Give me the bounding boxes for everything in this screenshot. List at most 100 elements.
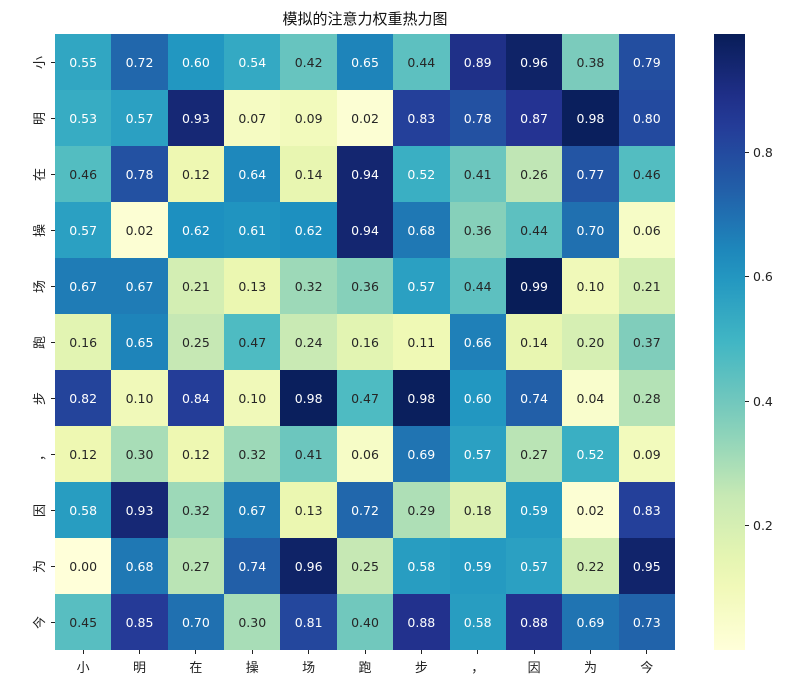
- tick-mark: [51, 397, 55, 399]
- heatmap-cell: 0.77: [562, 146, 619, 202]
- y-tick: 跑: [32, 332, 55, 352]
- heatmap-cell: 0.57: [111, 90, 168, 146]
- heatmap-cell: 0.44: [449, 258, 506, 314]
- heatmap-cell: 0.10: [562, 258, 619, 314]
- x-tick: 今: [627, 650, 667, 676]
- heatmap-cell: 0.73: [618, 594, 675, 650]
- heatmap-cell: 0.83: [393, 90, 450, 146]
- x-tick: 为: [570, 650, 610, 676]
- x-tick-label: 操: [245, 661, 259, 676]
- heatmap-cell: 0.06: [336, 426, 394, 482]
- heatmap-cell: 0.85: [111, 594, 168, 650]
- heatmap-cell: 0.81: [280, 594, 337, 650]
- tick-mark: [51, 285, 55, 287]
- heatmap-cell: 0.00: [55, 538, 112, 594]
- heatmap-cell: 0.11: [393, 314, 450, 370]
- heatmap-cell: 0.45: [55, 594, 112, 650]
- heatmap-cell: 0.70: [167, 594, 225, 650]
- tick-mark: [51, 509, 55, 511]
- colorbar-tick: 0.2: [745, 518, 773, 534]
- heatmap-cell: 0.07: [224, 90, 281, 146]
- heatmap-cell: 0.25: [167, 314, 225, 370]
- heatmap-cell: 0.78: [111, 146, 168, 202]
- heatmap-cell: 0.65: [111, 314, 168, 370]
- x-tick: 小: [63, 650, 103, 676]
- x-tick: 明: [120, 650, 160, 676]
- heatmap-cell: 0.89: [449, 34, 506, 90]
- heatmap-cell: 0.61: [224, 202, 281, 258]
- x-tick: 场: [289, 650, 329, 676]
- tick-mark: [477, 650, 479, 654]
- heatmap-cell: 0.37: [618, 314, 675, 370]
- heatmap-cell: 0.32: [167, 482, 225, 538]
- heatmap-cell: 0.14: [505, 314, 563, 370]
- heatmap-cell: 0.98: [393, 370, 450, 426]
- heatmap-cell: 0.41: [449, 146, 506, 202]
- colorbar-tick: 0.4: [745, 393, 773, 409]
- heatmap-cell: 0.09: [280, 90, 337, 146]
- heatmap-cell: 0.46: [55, 146, 112, 202]
- heatmap-cell: 0.74: [505, 370, 563, 426]
- tick-mark: [745, 151, 749, 153]
- y-tick-label: 操: [32, 223, 48, 237]
- x-tick-label: 明: [133, 661, 147, 676]
- heatmap-cell: 0.95: [618, 538, 675, 594]
- heatmap-cell: 0.10: [111, 370, 168, 426]
- heatmap-cell: 0.96: [280, 538, 337, 594]
- colorbar-tick-label: 0.2: [753, 518, 773, 534]
- tick-mark: [364, 650, 366, 654]
- heatmap-cell: 0.64: [224, 146, 281, 202]
- y-tick: ，: [32, 444, 55, 464]
- tick-mark: [308, 650, 310, 654]
- heatmap-cell: 0.10: [224, 370, 281, 426]
- x-tick-label: ，: [471, 661, 485, 676]
- heatmap-cell: 0.84: [167, 370, 225, 426]
- x-tick-label: 场: [302, 661, 316, 676]
- y-tick: 在: [32, 164, 55, 184]
- heatmap-cell: 0.69: [562, 594, 619, 650]
- heatmap-cell: 0.28: [618, 370, 675, 426]
- heatmap-cell: 0.58: [449, 594, 506, 650]
- heatmap-cell: 0.44: [393, 34, 450, 90]
- heatmap-cell: 0.52: [562, 426, 619, 482]
- heatmap-cell: 0.68: [393, 202, 450, 258]
- heatmap-cell: 0.79: [618, 34, 675, 90]
- heatmap-cell: 0.14: [280, 146, 337, 202]
- heatmap-cell: 0.44: [505, 202, 563, 258]
- heatmap-cell: 0.67: [55, 258, 112, 314]
- heatmap-cell: 0.47: [336, 370, 394, 426]
- y-tick-label: 为: [32, 559, 48, 573]
- heatmap-cell: 0.12: [55, 426, 112, 482]
- heatmap-cell: 0.32: [280, 258, 337, 314]
- heatmap-cell: 0.18: [449, 482, 506, 538]
- tick-mark: [745, 400, 749, 402]
- y-tick-label: 场: [32, 279, 48, 293]
- heatmap-cell: 0.13: [280, 482, 337, 538]
- heatmap-cell: 0.29: [393, 482, 450, 538]
- heatmap-cell: 0.52: [393, 146, 450, 202]
- heatmap-cell: 0.82: [55, 370, 112, 426]
- colorbar: [714, 34, 745, 650]
- heatmap-cell: 0.87: [505, 90, 563, 146]
- y-tick: 操: [32, 220, 55, 240]
- x-tick-label: 因: [527, 661, 541, 676]
- tick-mark: [745, 525, 749, 527]
- heatmap-cell: 0.78: [449, 90, 506, 146]
- heatmap-cell: 0.30: [224, 594, 281, 650]
- y-tick: 小: [32, 52, 55, 72]
- heatmap-cell: 0.58: [393, 538, 450, 594]
- x-tick: ，: [458, 650, 498, 676]
- heatmap-cell: 0.66: [449, 314, 506, 370]
- heatmap-cell: 0.13: [224, 258, 281, 314]
- x-tick-label: 小: [76, 661, 90, 676]
- heatmap-cell: 0.40: [336, 594, 394, 650]
- x-tick-label: 在: [189, 661, 203, 676]
- heatmap-cell: 0.21: [618, 258, 675, 314]
- tick-mark: [251, 650, 253, 654]
- colorbar-tick-label: 0.8: [753, 144, 773, 160]
- heatmap-cell: 0.62: [167, 202, 225, 258]
- heatmap-cell: 0.57: [505, 538, 563, 594]
- heatmap-cell: 0.24: [280, 314, 337, 370]
- x-tick-label: 步: [414, 661, 428, 676]
- y-tick-label: 跑: [32, 335, 48, 349]
